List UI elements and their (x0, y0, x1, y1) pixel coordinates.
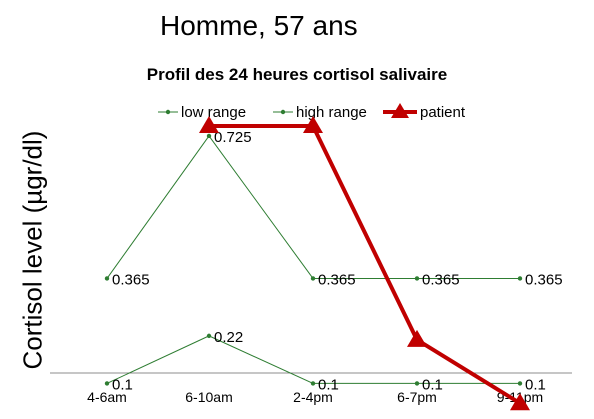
legend-label: patient (420, 104, 466, 121)
data-point (199, 116, 219, 133)
series-line (106, 335, 520, 384)
legend-label: low range (181, 104, 246, 121)
data-label: 0.1 (112, 376, 133, 393)
series-line (209, 124, 522, 405)
data-label: 0.725 (214, 129, 252, 146)
data-label: 0.1 (422, 376, 443, 393)
data-point (414, 276, 420, 281)
series-low-range: 0.1 0.22 0.1 0.1 0.1 (104, 329, 546, 393)
data-point (414, 381, 420, 386)
data-label: 0.1 (525, 376, 546, 393)
chart-legend: low range high range patient (158, 103, 466, 121)
x-tick-label: 6-7pm (397, 389, 437, 405)
x-tick-label: 6-10am (185, 389, 232, 405)
legend-marker (391, 103, 409, 118)
data-point (310, 381, 316, 386)
page-heading: Homme, 57 ans (160, 10, 358, 41)
data-point (407, 329, 427, 347)
data-point (517, 276, 523, 281)
data-label: 0.365 (422, 271, 460, 288)
data-label: 0.1 (318, 376, 339, 393)
data-point (510, 393, 530, 411)
data-point (206, 333, 212, 339)
data-point (104, 381, 110, 386)
data-label: 0.365 (112, 271, 150, 288)
legend-marker (165, 109, 171, 115)
data-point (104, 276, 110, 281)
legend-marker (280, 109, 286, 115)
x-tick-label: 4-6am (87, 389, 127, 405)
data-label: 0.22 (214, 329, 243, 346)
data-point (517, 381, 523, 386)
chart-title: Profil des 24 heures cortisol salivaire (146, 65, 448, 84)
x-tick-label: 2-4pm (293, 389, 333, 405)
legend-label: high range (296, 104, 367, 121)
series-line (106, 135, 520, 279)
data-point (303, 116, 323, 133)
data-label: 0.365 (525, 271, 563, 288)
data-label: 0.365 (318, 271, 356, 288)
data-point (310, 276, 316, 281)
series-patient (199, 116, 530, 411)
data-point (206, 133, 212, 139)
series-high-range: 0.365 0.725 0.365 0.365 0.365 (104, 129, 563, 288)
